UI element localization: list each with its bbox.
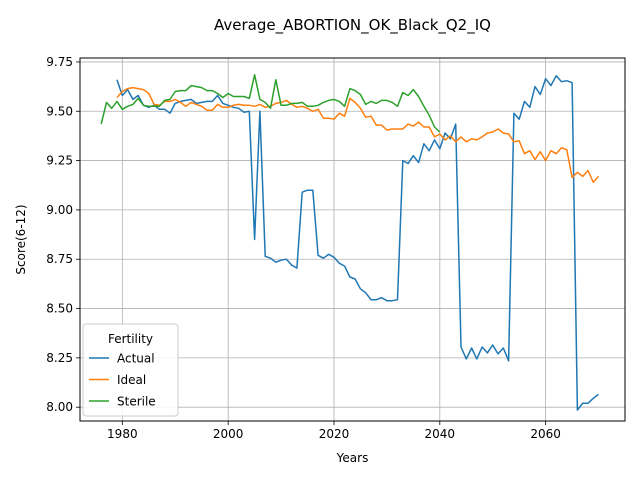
x-tick-label: 2060 <box>530 427 561 441</box>
legend-label-sterile: Sterile <box>117 395 156 409</box>
legend-title: Fertility <box>108 332 153 346</box>
x-tick-label: 1980 <box>107 427 138 441</box>
legend-items: Actual Ideal Sterile <box>89 352 156 409</box>
legend-label-ideal: Ideal <box>117 373 146 387</box>
y-tick-label: 9.25 <box>46 154 73 168</box>
y-axis-label: Score(6-12) <box>14 204 28 274</box>
y-tick-label: 8.50 <box>46 302 73 316</box>
y-tick-label: 9.00 <box>46 203 73 217</box>
series-line-ideal <box>116 86 600 184</box>
x-tick-label: 2040 <box>425 427 456 441</box>
y-tick-label: 9.75 <box>46 55 73 69</box>
x-axis-label: Years <box>336 451 369 465</box>
series-line-sterile <box>100 74 441 133</box>
legend-label-actual: Actual <box>117 352 155 366</box>
plot-frame <box>79 57 626 422</box>
series-lines <box>100 74 600 411</box>
x-tick-label: 2000 <box>213 427 244 441</box>
chart-title: Average_ABORTION_OK_Black_Q2_IQ <box>214 16 491 35</box>
y-tick-label: 8.75 <box>46 252 73 266</box>
y-tick-label: 8.25 <box>46 351 73 365</box>
legend: Fertility Actual Ideal Sterile <box>82 323 179 417</box>
x-axis-ticks: 1980 2000 2020 2040 2060 <box>107 421 561 441</box>
x-tick-label: 2020 <box>319 427 350 441</box>
legend-box <box>82 323 179 417</box>
y-axis-ticks: 8.00 8.25 8.50 8.75 9.00 9.25 9.50 9.75 <box>46 55 80 414</box>
y-tick-label: 8.00 <box>46 400 73 414</box>
series-line-actual <box>116 75 599 411</box>
y-tick-label: 9.50 <box>46 104 73 118</box>
